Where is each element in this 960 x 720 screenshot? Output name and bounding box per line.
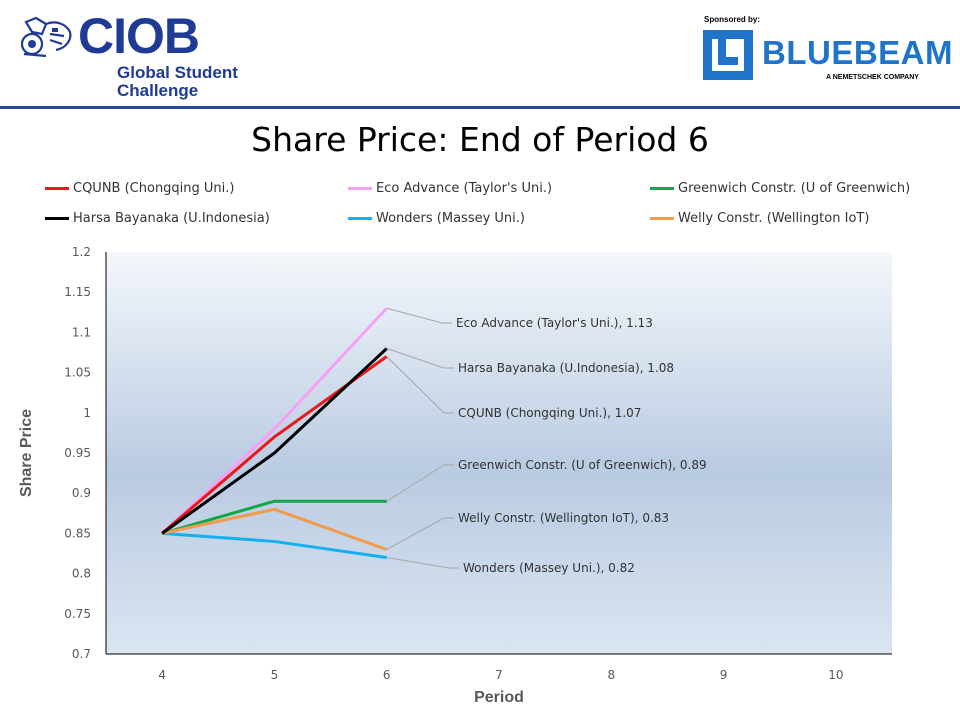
series-line	[161, 499, 387, 535]
y-tick-label: 0.7	[72, 647, 91, 661]
x-tick-label: 9	[720, 668, 728, 682]
data-label: Welly Constr. (Wellington IoT), 0.83	[458, 511, 669, 525]
series-line	[161, 307, 388, 535]
y-tick-label: 0.75	[64, 607, 91, 621]
y-tick-label: 0.8	[72, 567, 91, 581]
legend-item: Harsa Bayanaka (U.Indonesia)	[45, 211, 270, 227]
x-tick-label: 10	[828, 668, 843, 682]
logo-subtitle-line1: Global Student	[117, 63, 238, 82]
data-label: Wonders (Massey Uni.), 0.82	[463, 561, 635, 575]
legend-label: CQUNB (Chongqing Uni.)	[73, 181, 235, 196]
sponsor-name: BLUEBEAM	[762, 34, 953, 71]
data-label: Harsa Bayanaka (U.Indonesia), 1.08	[458, 361, 674, 375]
legend-swatch	[45, 217, 69, 220]
data-label: Eco Advance (Taylor's Uni.), 1.13	[456, 316, 653, 330]
plot-area	[106, 252, 892, 654]
data-label: Greenwich Constr. (U of Greenwich), 0.89	[458, 458, 707, 472]
y-tick-label: 1	[83, 406, 91, 420]
data-label: CQUNB (Chongqing Uni.), 1.07	[458, 406, 641, 420]
legend-swatch	[45, 187, 69, 190]
data-label-leader	[386, 557, 459, 569]
y-tick-label: 0.95	[64, 446, 91, 460]
legend-label: Eco Advance (Taylor's Uni.)	[376, 181, 553, 196]
y-tick-label: 1.1	[72, 325, 91, 339]
legend-item: Wonders (Massey Uni.)	[348, 211, 525, 227]
data-label-leader	[386, 307, 452, 324]
y-tick-label: 1.2	[72, 245, 91, 259]
chart-title: Share Price: End of Period 6	[251, 120, 709, 159]
x-tick-label: 8	[607, 668, 615, 682]
logo-subtitle-line2: Challenge	[117, 81, 199, 100]
y-tick-label: 1.05	[64, 366, 91, 380]
y-axis-label: Share Price	[18, 409, 35, 497]
ciob-logo-text: CIOB	[78, 8, 200, 64]
sponsored-label: Sponsored by:	[704, 15, 761, 24]
legend-item: Welly Constr. (Wellington IoT)	[650, 211, 869, 227]
legend-label: Greenwich Constr. (U of Greenwich)	[678, 181, 911, 196]
legend-swatch	[650, 187, 674, 190]
x-tick-label: 5	[271, 668, 279, 682]
legend-label: Welly Constr. (Wellington IoT)	[678, 211, 870, 226]
legend-swatch	[650, 217, 674, 220]
logo-subtitle: Global Student Challenge	[117, 64, 238, 100]
legend-label: Harsa Bayanaka (U.Indonesia)	[73, 211, 270, 226]
data-label-leader	[386, 464, 454, 502]
data-label-leader	[386, 517, 454, 550]
data-label-leader	[386, 356, 454, 414]
data-label-leader	[386, 348, 454, 369]
sponsor-tagline: A NEMETSCHEK COMPANY	[826, 74, 919, 81]
legend-item: Eco Advance (Taylor's Uni.)	[348, 181, 552, 197]
series-line	[162, 531, 387, 560]
x-axis-label: Period	[474, 689, 524, 706]
y-tick-label: 0.85	[64, 526, 91, 540]
x-tick-label: 6	[383, 668, 391, 682]
y-tick-label: 0.9	[72, 486, 91, 500]
legend-swatch	[348, 187, 372, 190]
series-line	[161, 347, 388, 535]
x-tick-label: 7	[495, 668, 503, 682]
header-divider	[0, 106, 960, 109]
ciob-crest-icon	[20, 16, 72, 58]
x-tick-label: 4	[158, 668, 166, 682]
legend-label: Wonders (Massey Uni.)	[376, 211, 525, 226]
y-tick-label: 1.15	[64, 285, 91, 299]
series-line	[161, 507, 388, 551]
legend-item: CQUNB (Chongqing Uni.)	[45, 181, 235, 197]
legend-swatch	[348, 217, 372, 220]
header: CIOB Global Student Challenge Sponsored …	[0, 0, 960, 109]
bluebeam-logo-icon	[703, 30, 753, 80]
legend-item: Greenwich Constr. (U of Greenwich)	[650, 181, 910, 197]
